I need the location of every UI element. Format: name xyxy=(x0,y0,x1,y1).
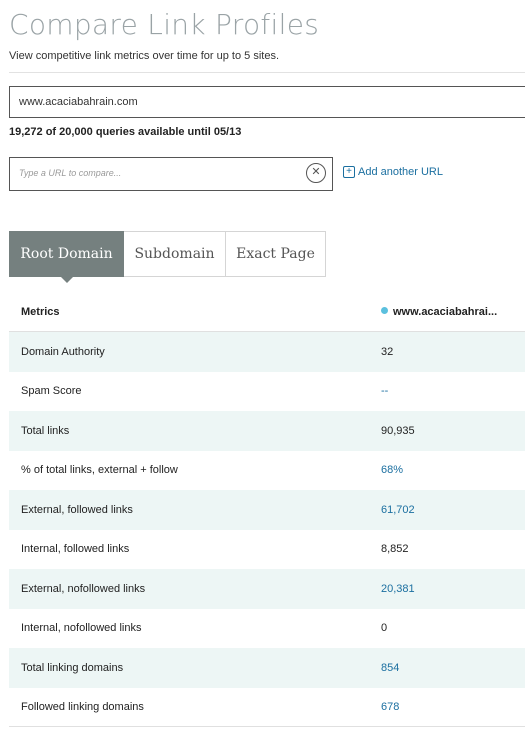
site-column-label: www.acaciabahrai... xyxy=(393,306,498,318)
compare-url-input[interactable]: Type a URL to compare... xyxy=(9,157,333,191)
metrics-table: Metrics www.acaciabahrai... Domain Autho… xyxy=(9,293,525,727)
table-row: Total links 90,935 xyxy=(9,411,525,451)
metric-value[interactable]: 61,702 xyxy=(381,503,415,516)
metric-value: 90,935 xyxy=(381,424,415,437)
plus-square-icon: + xyxy=(343,166,355,178)
table-header-row: Metrics www.acaciabahrai... xyxy=(9,293,525,332)
tab-exact-page[interactable]: Exact Page xyxy=(226,231,326,277)
metric-label: Total links xyxy=(21,424,70,437)
table-row: Internal, nofollowed links 0 xyxy=(9,609,525,649)
primary-site-input[interactable]: www.acaciabahrain.com xyxy=(9,86,525,118)
metric-value[interactable]: -- xyxy=(381,385,389,398)
table-row: Spam Score -- xyxy=(9,372,525,412)
table-row: Internal, followed links 8,852 xyxy=(9,530,525,570)
metric-label: Spam Score xyxy=(21,385,82,398)
query-quota-text: 19,272 of 20,000 queries available until… xyxy=(9,126,242,138)
metrics-column-header: Metrics xyxy=(21,306,60,318)
metric-value: 32 xyxy=(381,345,394,358)
table-row: External, nofollowed links 20,381 xyxy=(9,569,525,609)
tab-root-domain[interactable]: Root Domain xyxy=(9,231,124,283)
metric-value[interactable]: 678 xyxy=(381,701,400,714)
page-subtitle: View competitive link metrics over time … xyxy=(9,50,280,62)
metric-label: Internal, nofollowed links xyxy=(21,622,142,635)
metric-label: External, followed links xyxy=(21,503,133,516)
metric-label: Domain Authority xyxy=(21,345,105,358)
metric-value: 0 xyxy=(381,622,388,635)
metric-label: External, nofollowed links xyxy=(21,582,146,595)
scope-tabs: Root Domain Subdomain Exact Page xyxy=(9,231,326,283)
table-row: Total linking domains 854 xyxy=(9,648,525,688)
table-bottom-rule xyxy=(9,726,525,727)
tab-subdomain[interactable]: Subdomain xyxy=(124,231,226,277)
site-color-dot xyxy=(381,307,388,314)
add-another-url-button[interactable]: + Add another URL xyxy=(343,166,443,178)
table-row: Followed linking domains 678 xyxy=(9,688,525,728)
metric-value[interactable]: 68% xyxy=(381,464,404,477)
metric-value[interactable]: 20,381 xyxy=(381,582,415,595)
metric-value: 8,852 xyxy=(381,543,409,556)
close-circle-icon[interactable]: ✕ xyxy=(306,163,326,183)
metric-value[interactable]: 854 xyxy=(381,661,400,674)
metric-label: Followed linking domains xyxy=(21,701,144,714)
add-another-url-label: Add another URL xyxy=(358,166,443,178)
table-row: % of total links, external + follow 68% xyxy=(9,451,525,491)
page-title: Compare Link Profiles xyxy=(9,8,320,41)
metric-label: Internal, followed links xyxy=(21,543,130,556)
table-row: Domain Authority 32 xyxy=(9,332,525,372)
metric-label: Total linking domains xyxy=(21,661,124,674)
metric-label: % of total links, external + follow xyxy=(21,464,178,477)
site-column-header: www.acaciabahrai... xyxy=(381,306,497,318)
table-row: External, followed links 61,702 xyxy=(9,490,525,530)
divider xyxy=(9,72,525,73)
